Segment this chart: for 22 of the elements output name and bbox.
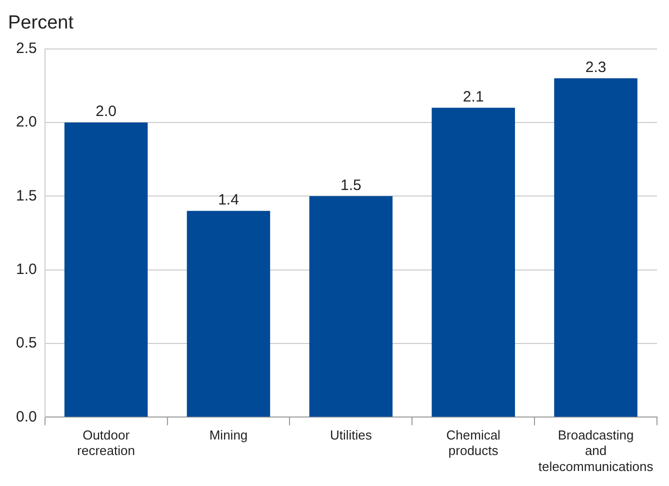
y-tick-label: 0.5 — [16, 334, 37, 352]
data-label: 1.4 — [218, 192, 239, 209]
data-label: 1.5 — [340, 176, 362, 194]
bar — [64, 122, 148, 417]
data-label: 2.3 — [585, 58, 606, 76]
data-label: 2.0 — [96, 103, 116, 120]
bar — [186, 210, 270, 417]
x-tick-label: Outdoor recreation — [77, 428, 135, 458]
y-tick-label: 1.0 — [16, 260, 37, 278]
x-tick-label: Chemical products — [446, 428, 501, 458]
bar — [309, 196, 393, 417]
bar — [432, 108, 515, 417]
y-tick-label: 2.0 — [16, 114, 37, 131]
y-axis-title: Percent — [8, 12, 74, 34]
bar — [554, 78, 638, 417]
y-tick-label: 1.5 — [16, 187, 37, 204]
y-tick-label: 2.5 — [16, 40, 37, 57]
x-tick-label: Mining — [209, 428, 248, 443]
x-tick-label: Utilities — [330, 428, 372, 443]
y-tick-label: 0.0 — [16, 408, 37, 426]
data-label: 2.1 — [462, 88, 484, 106]
x-tick-label: Broadcasting and telecommunications — [538, 428, 654, 474]
